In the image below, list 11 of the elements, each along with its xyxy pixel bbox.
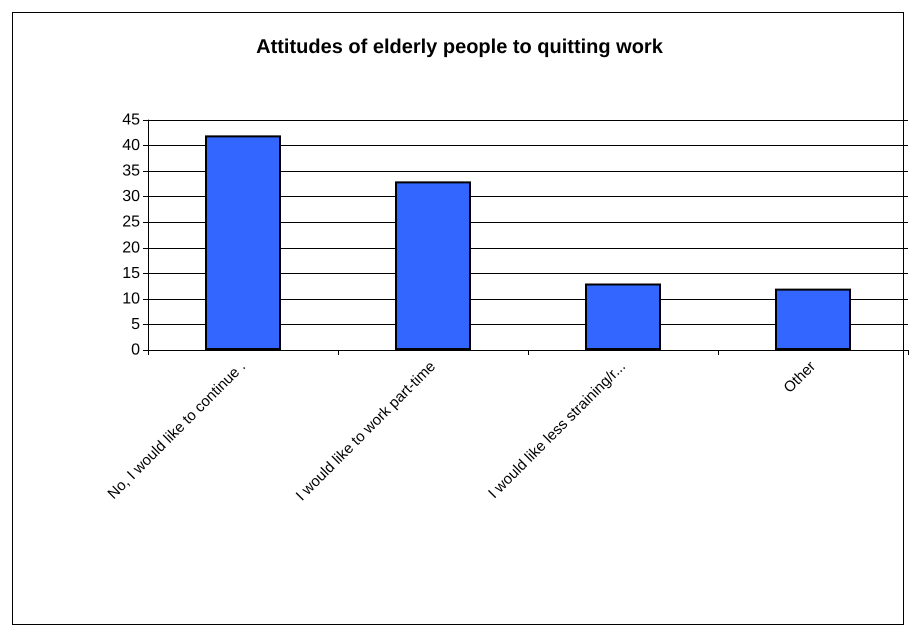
y-tick-label: 35: [122, 162, 140, 180]
y-tick-label: 45: [122, 112, 140, 128]
chart-title: Attitudes of elderly people to quitting work: [256, 36, 664, 58]
y-tick-label: 30: [122, 188, 140, 206]
y-tick-label: 0: [131, 342, 140, 358]
y-tick-label: 25: [122, 214, 140, 231]
y-tick-label: 15: [122, 264, 140, 282]
y-tick-label: 5: [131, 316, 140, 333]
y-tick-label: 10: [122, 290, 140, 308]
y-tick-label: 40: [122, 137, 140, 154]
y-tick-label: 20: [122, 239, 140, 256]
